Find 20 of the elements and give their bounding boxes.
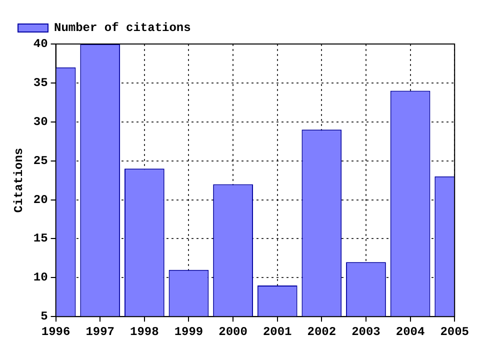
y-tick-label: 30	[33, 114, 48, 129]
y-tick-label: 40	[33, 37, 48, 52]
x-tick-label: 2005	[440, 324, 470, 339]
y-tick-label: 5	[40, 310, 48, 324]
y-tick-label: 35	[33, 76, 48, 90]
x-tick-label: 1999	[174, 324, 204, 339]
x-tick-label: 2004	[396, 324, 425, 339]
y-tick-label: 10	[33, 270, 48, 285]
x-tick-label: 2002	[307, 324, 336, 339]
x-tick-label: 1997	[86, 324, 115, 339]
y-tick-label: 15	[33, 232, 48, 246]
y-axis-title: Citations	[12, 148, 26, 213]
x-tick-label: 1996	[41, 324, 70, 339]
y-tick-label: 20	[33, 192, 48, 207]
legend-label: Number of citations	[54, 21, 191, 36]
y-tick-label: 25	[33, 154, 48, 168]
x-tick-label: 2001	[262, 324, 292, 339]
x-tick-label: 1998	[130, 324, 159, 339]
x-tick-label: 2003	[352, 324, 380, 339]
x-tick-label: 2000	[218, 324, 248, 339]
